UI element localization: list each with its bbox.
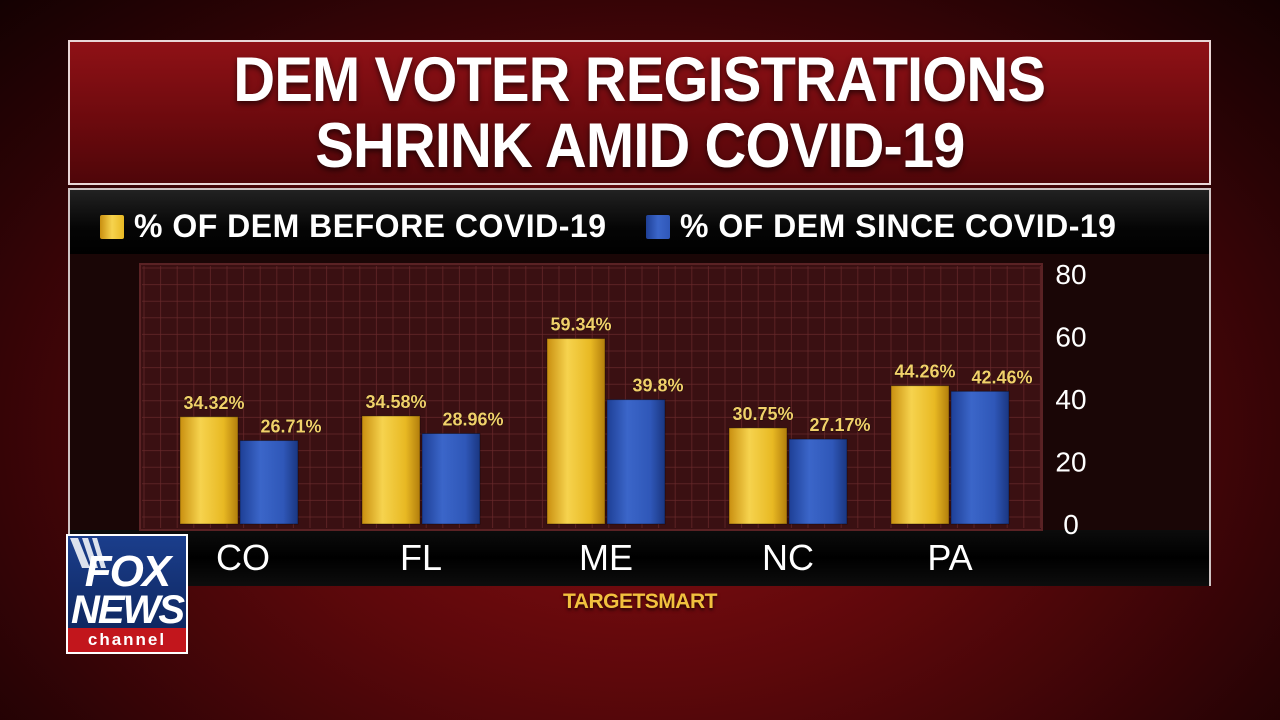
data-label-since-fl: 28.96% bbox=[442, 410, 503, 430]
bar-before-pa bbox=[890, 385, 950, 525]
data-labels: 34.32% 26.71% 34.58% 28.96% 59.34% 39.8% 30.75… bbox=[183, 314, 1033, 437]
legend-swatch-since bbox=[646, 214, 670, 239]
logo-channel-text: channel bbox=[68, 628, 186, 652]
x-tick-label-me: ME bbox=[579, 537, 633, 578]
x-tick-label-fl: FL bbox=[400, 537, 442, 578]
data-label-before-co: 34.32% bbox=[183, 393, 244, 413]
y-tick-label: 60 bbox=[1055, 322, 1086, 353]
y-tick-label: 20 bbox=[1055, 447, 1086, 478]
y-axis-ticks: 0 20 40 60 80 bbox=[1055, 259, 1086, 540]
bar-since-fl bbox=[421, 433, 481, 525]
x-tick-label-co: CO bbox=[216, 537, 270, 578]
bar-since-pa bbox=[950, 390, 1010, 525]
legend-label-before: % OF DEM BEFORE COVID-19 bbox=[134, 208, 607, 244]
bar-before-co bbox=[179, 416, 239, 525]
x-tick-label-nc: NC bbox=[762, 537, 814, 578]
data-label-before-nc: 30.75% bbox=[732, 404, 793, 424]
y-tick-label: 80 bbox=[1055, 259, 1086, 290]
bars bbox=[179, 338, 1010, 525]
data-label-before-me: 59.34% bbox=[550, 315, 611, 335]
logo-searchlight-icon bbox=[70, 538, 106, 568]
x-tick-label-pa: PA bbox=[927, 537, 972, 578]
title-panel: DEM VOTER REGISTRATIONS SHRINK AMID COVI… bbox=[68, 40, 1211, 185]
bar-before-fl bbox=[361, 415, 421, 525]
data-label-before-fl: 34.58% bbox=[365, 392, 426, 412]
logo-news-text: NEWS bbox=[71, 588, 185, 632]
logo-fox-text: FOX bbox=[84, 547, 171, 596]
x-axis-ticks: CO FL ME NC PA bbox=[216, 537, 973, 578]
title-line-2: SHRINK AMID COVID-19 bbox=[314, 110, 965, 181]
legend-item-since: % OF DEM SINCE COVID-19 bbox=[646, 208, 1116, 245]
data-label-since-nc: 27.17% bbox=[809, 415, 870, 435]
bar-since-co bbox=[239, 440, 299, 525]
data-label-since-co: 26.71% bbox=[260, 417, 321, 437]
y-tick-label: 0 bbox=[1063, 509, 1079, 540]
y-tick-label: 40 bbox=[1055, 384, 1086, 415]
bar-since-me bbox=[606, 399, 666, 525]
source-credit: TARGETSMART bbox=[563, 590, 717, 613]
chart-legend: % OF DEM BEFORE COVID-19 % OF DEM SINCE … bbox=[70, 190, 1209, 254]
bar-before-nc bbox=[728, 427, 788, 525]
data-label-since-pa: 42.46% bbox=[971, 367, 1032, 387]
x-axis-band bbox=[70, 530, 1209, 586]
data-label-before-pa: 44.26% bbox=[894, 362, 955, 382]
legend-label-since: % OF DEM SINCE COVID-19 bbox=[680, 208, 1117, 244]
bar-since-nc bbox=[788, 438, 848, 525]
bar-before-me bbox=[546, 338, 606, 525]
data-label-since-me: 39.8% bbox=[632, 376, 683, 396]
legend-item-before: % OF DEM BEFORE COVID-19 bbox=[100, 208, 607, 245]
legend-swatch-before bbox=[100, 214, 124, 239]
title-line-1: DEM VOTER REGISTRATIONS bbox=[233, 44, 1047, 115]
fox-news-logo: FOX NEWS channel bbox=[66, 534, 188, 654]
